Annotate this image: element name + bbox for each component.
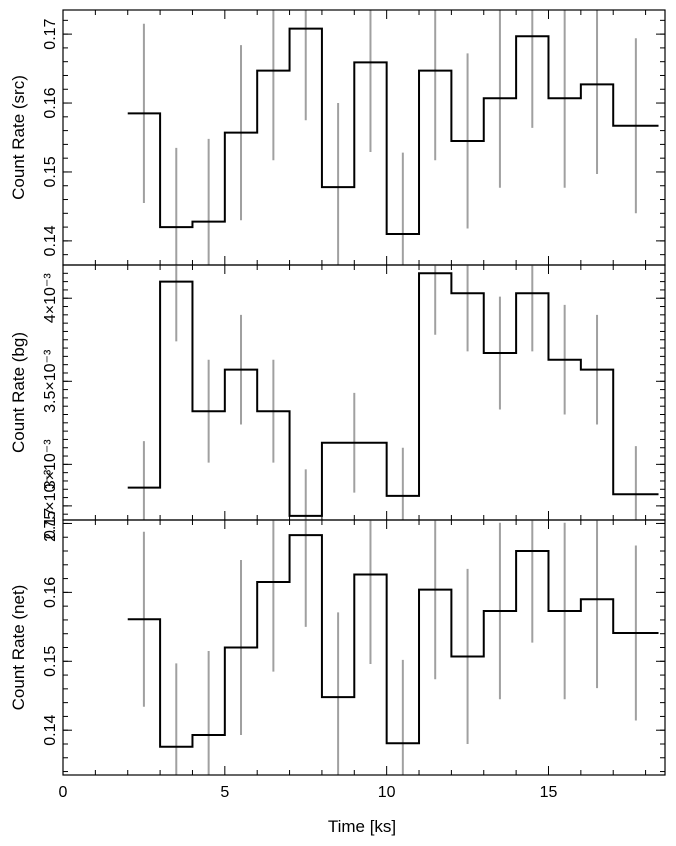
y-tick-label-net: 0.14 bbox=[42, 715, 59, 746]
frame-src bbox=[62, 9, 666, 266]
y-tick-label-src: 0.15 bbox=[42, 156, 59, 187]
step-line-src bbox=[127, 27, 659, 235]
panel-net: 0.14 0.15 0.16 0.17 Count Rate (net) 0 5 10 15 bbox=[9, 508, 666, 801]
plot-area-bg bbox=[127, 265, 659, 520]
x-tick-label: 15 bbox=[540, 784, 558, 801]
step-line-bg bbox=[127, 272, 659, 517]
x-tick-label: 10 bbox=[378, 784, 396, 801]
y-tick-label-bg: 2.75×10⁻³ bbox=[42, 469, 59, 542]
y-tick-label-bg: 4×10⁻³ bbox=[42, 273, 59, 323]
x-tick-label: 0 bbox=[59, 784, 68, 801]
y-tick-label-net: 0.17 bbox=[42, 508, 59, 539]
frame-net bbox=[62, 519, 666, 776]
y-tick-label-src: 0.14 bbox=[42, 225, 59, 256]
plot-area-src bbox=[127, 10, 659, 265]
y-tick-label-bg: 3×10⁻³ bbox=[42, 439, 59, 489]
x-axis-label: Time [ks] bbox=[328, 817, 396, 836]
y-tick-label-net: 0.15 bbox=[42, 646, 59, 677]
y-tick-label-src: 0.16 bbox=[42, 87, 59, 118]
panel-bg: 2.75×10⁻³3×10⁻³ 3.5×10⁻³ 4×10⁻³ Count Rate … bbox=[9, 264, 666, 542]
frame-bg bbox=[62, 264, 666, 521]
y-tick-label-src: 0.17 bbox=[42, 18, 59, 49]
panel-src: 0.14 0.15 0.16 0.17 Count Rate (src) bbox=[9, 9, 666, 266]
y-axis-label-net: Count Rate (net) bbox=[9, 585, 28, 711]
y-tick-label-bg: 3.5×10⁻³ bbox=[42, 349, 59, 413]
step-line-net bbox=[127, 534, 659, 748]
plot-area-net bbox=[127, 520, 659, 775]
y-axis-label-bg: Count Rate (bg) bbox=[9, 332, 28, 453]
x-tick-label: 5 bbox=[220, 784, 229, 801]
y-tick-label-net: 0.16 bbox=[42, 577, 59, 608]
y-axis-label-src: Count Rate (src) bbox=[9, 75, 28, 200]
